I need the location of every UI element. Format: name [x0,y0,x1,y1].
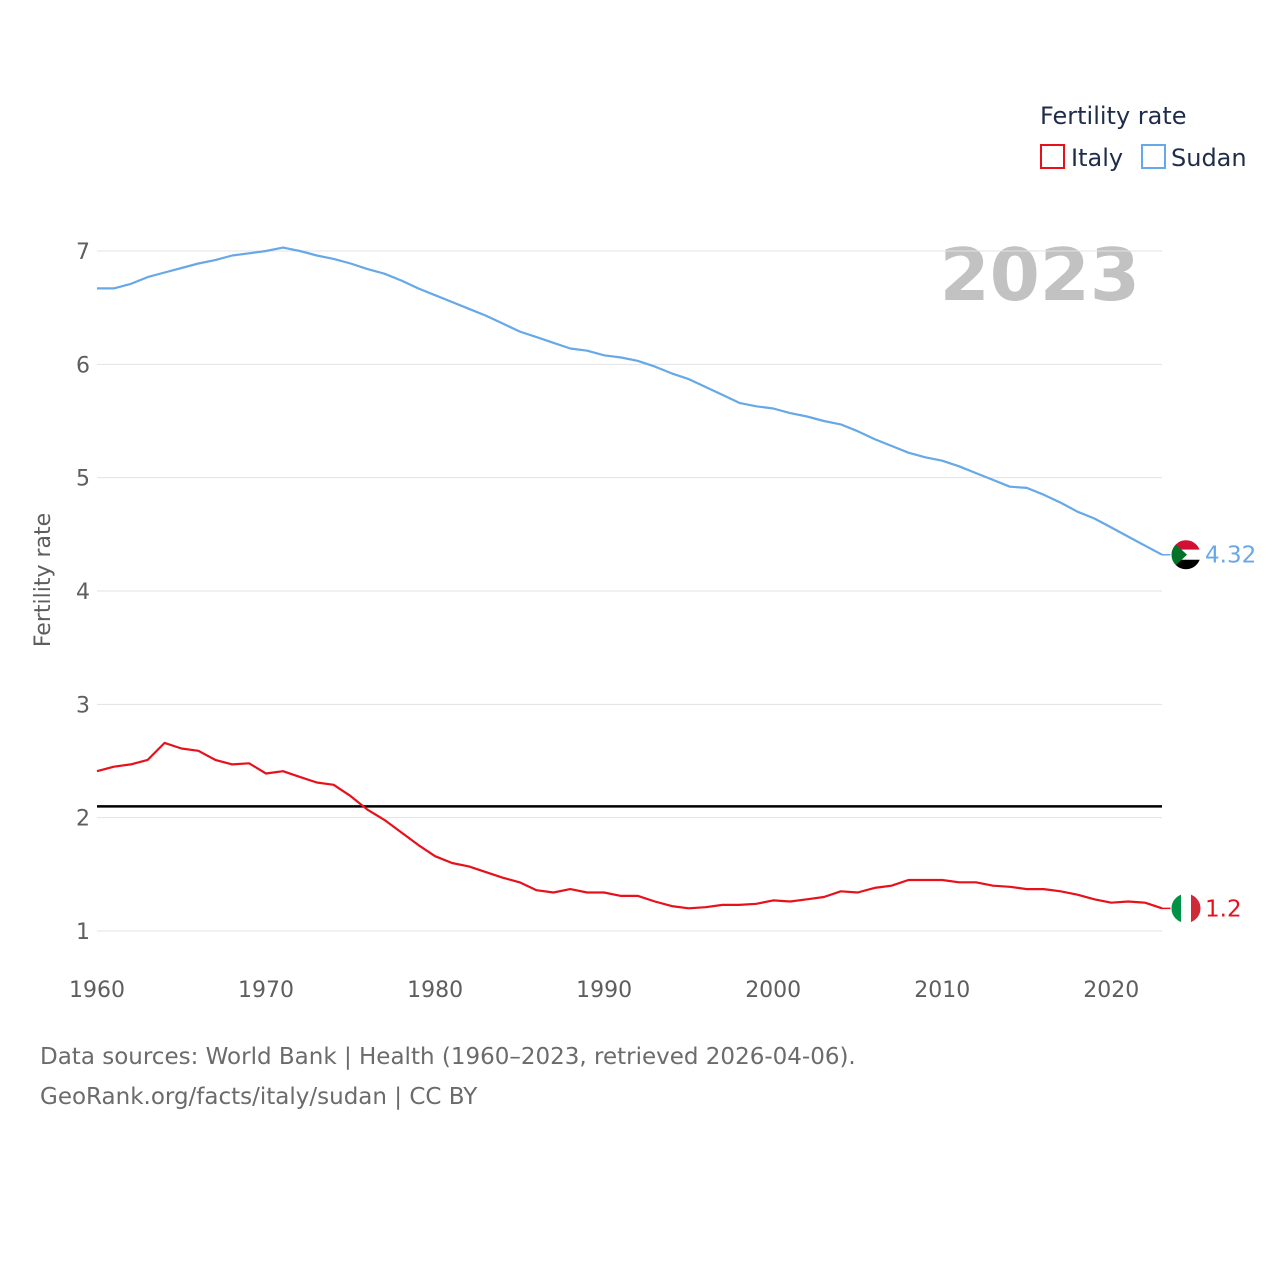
footer-sources: Data sources: World Bank | Health (1960–… [40,1044,856,1070]
y-axis-title: Fertility rate [31,513,56,647]
legend-label-sudan: Sudan [1171,144,1247,172]
end-value-label-sudan: 4.32 [1205,543,1256,569]
legend: Fertility rate Italy Sudan [1040,102,1247,172]
y-tick-label: 2 [76,807,90,832]
gridlines [97,250,1162,932]
x-tick-label: 2020 [1083,978,1139,1003]
flag-stripe-red [1171,539,1201,550]
x-tick-label: 1980 [407,978,463,1003]
x-tick-label: 2000 [745,978,801,1003]
y-tick-label: 3 [76,693,90,718]
year-display: 2023 [940,233,1140,317]
end-value-label-italy: 1.2 [1205,896,1242,922]
x-tick-label: 2010 [914,978,970,1003]
legend-label-italy: Italy [1071,144,1123,172]
flag-triangle-green [1171,539,1187,570]
x-tick-labels: 1960 1970 1980 1990 2000 2010 2020 [69,978,1139,1003]
y-tick-label: 6 [76,353,90,378]
flag-stripe-green [1171,893,1181,924]
flag-border-sudan [1170,539,1202,571]
end-markers: 1.2 4.32 [1162,539,1256,924]
flag-stripe-white [1181,893,1191,924]
y-tick-label: 5 [76,467,90,492]
legend-item-italy[interactable]: Italy [1040,144,1123,172]
y-tick-label: 7 [76,240,90,265]
flag-stripe-red [1191,893,1201,924]
sudan-flag [1171,539,1201,570]
series-lines [96,246,1163,910]
y-tick-label: 1 [76,920,90,945]
flag-border-italy [1170,892,1202,924]
x-tick-label: 1960 [69,978,125,1003]
x-tick-label: 1970 [238,978,294,1003]
legend-swatch-italy [1040,144,1065,169]
series-line-sudan[interactable] [97,246,1163,556]
italy-flag [1171,893,1201,924]
y-tick-labels: 1 2 3 4 5 6 7 [76,240,90,945]
footer-attribution[interactable]: GeoRank.org/facts/italy/sudan | CC BY [40,1084,478,1110]
flag-stripe-black [1171,559,1201,570]
legend-swatch-sudan [1141,144,1166,169]
y-tick-label: 4 [76,580,90,605]
fertility-rate-chart: Fertility rate Italy Sudan 2023 Fertilit… [31,102,1256,1003]
legend-item-sudan[interactable]: Sudan [1141,144,1247,172]
x-tick-label: 1990 [576,978,632,1003]
series-line-italy[interactable] [96,741,1163,910]
legend-title: Fertility rate [1040,102,1187,130]
